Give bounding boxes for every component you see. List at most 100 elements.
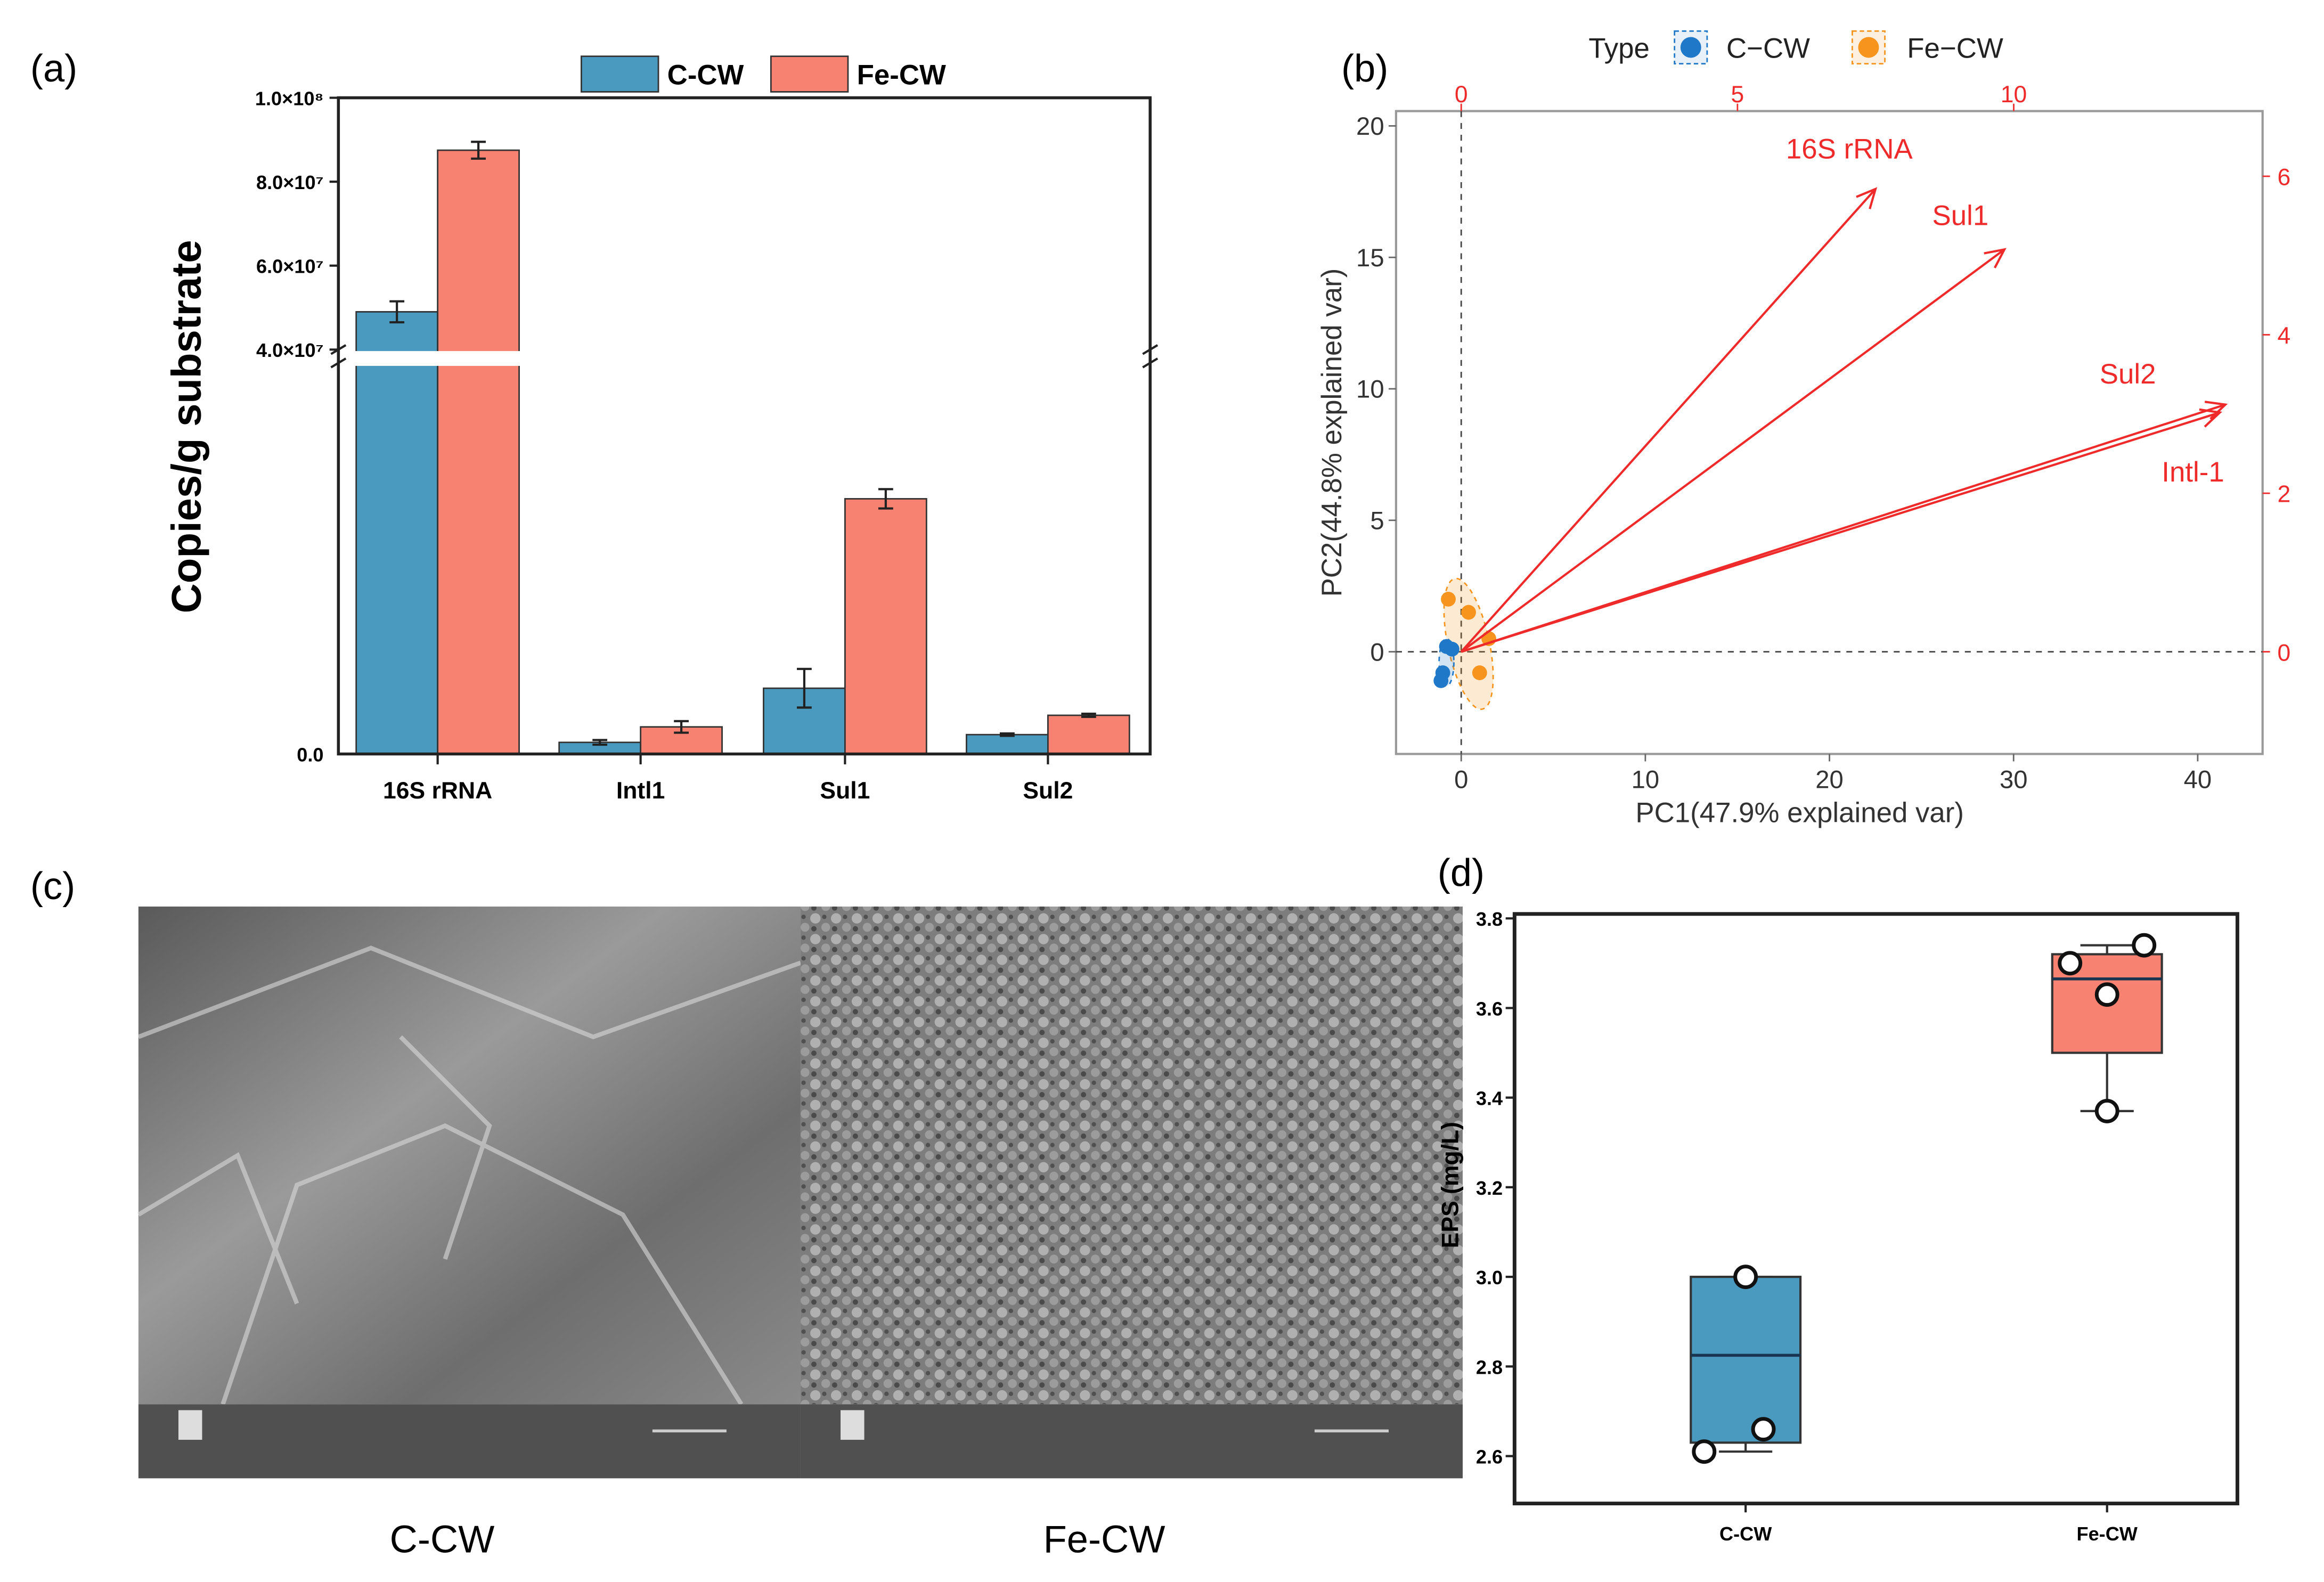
error-bar: [1081, 712, 1096, 718]
sem-logo-icon: [178, 1410, 202, 1440]
box-c-cw: [1690, 1276, 1802, 1444]
bar-fe-cw: [1047, 714, 1130, 755]
plot-frame: [337, 96, 1152, 756]
y-tick-label: 3.2: [1476, 1177, 1503, 1199]
x-tick-label: Sul2: [1023, 778, 1073, 804]
error-bar: [592, 739, 608, 746]
sem-info-bar-fe-cw: [800, 1404, 1463, 1479]
y-tick-label: 4.0×10⁷: [256, 339, 323, 361]
y-axis-label: PC2(44.8% explained var): [1316, 268, 1348, 597]
panel-label-c: (c): [30, 865, 75, 908]
x-tick-label: C-CW: [1719, 1523, 1772, 1545]
plot-frame: [1395, 110, 2264, 755]
error-bar: [674, 720, 689, 734]
y-axis-label: EPS (mg/L): [1438, 1122, 1464, 1248]
axis-break-gap: [335, 351, 1153, 366]
y-tick-label: 2.6: [1476, 1446, 1503, 1468]
point-c-cw: [1445, 641, 1459, 657]
legend-label: Fe-CW: [857, 60, 946, 91]
right-tick-label: 0: [2278, 640, 2291, 666]
y-tick-label: 15: [1356, 244, 1384, 272]
bar-c-cw: [355, 311, 439, 755]
panel-label-b: (b): [1341, 47, 1388, 90]
error-bar: [471, 141, 486, 160]
y-tick-label: 0: [1370, 638, 1384, 666]
axis-break-mark: [330, 344, 1159, 369]
sem-label-fe-cw: Fe-CW: [1043, 1518, 1165, 1561]
x-tick-label: 20: [1815, 765, 1844, 794]
data-point: [2094, 982, 2119, 1007]
sem-image-fe-cw: [800, 906, 1463, 1405]
sem-info-bar-c-cw: [138, 1404, 801, 1479]
x-tick-label: Sul1: [820, 778, 870, 804]
x-tick-label: 16S rRNA: [383, 778, 492, 804]
bar-fe-cw: [844, 498, 927, 755]
legend-swatch: [770, 55, 849, 93]
error-bar: [878, 488, 893, 510]
legend-label: Fe−CW: [1907, 32, 2003, 64]
point-fe-cw: [1472, 665, 1487, 680]
panel-label-d: (d): [1438, 852, 1485, 894]
box-plot-panel: 2.6 2.8 3.0 3.2 3.4 3.6 3.8 C-CW Fe-CW EPS (mg/L): [1438, 908, 2239, 1545]
legend-dot-c-cw: [1680, 37, 1701, 58]
data-point: [2132, 933, 2157, 958]
y-tick-label: 1.0×10⁸: [255, 87, 324, 109]
x-tick-label: Fe-CW: [2077, 1523, 2138, 1545]
y-tick-label: 2.8: [1476, 1356, 1503, 1378]
top-tick-label: 10: [2001, 81, 2027, 108]
x-tick-label: 0: [1454, 765, 1468, 794]
error-bar: [999, 732, 1015, 737]
x-tick-label: 10: [1632, 765, 1660, 794]
point-c-cw: [1433, 673, 1449, 688]
data-point: [2058, 951, 2083, 976]
loading-arrow: [1461, 408, 2222, 653]
top-tick-label: 5: [1731, 81, 1744, 108]
bar-fe-cw: [437, 149, 520, 755]
x-tick-label: 30: [2000, 765, 2028, 794]
y-tick-label: 3.6: [1476, 998, 1503, 1020]
top-tick-label: 0: [1455, 81, 1468, 108]
legend-label: C−CW: [1726, 32, 1810, 64]
data-point: [1751, 1417, 1776, 1442]
y-tick-label: 3.8: [1476, 908, 1503, 930]
y-axis-label: Copies/g substrate: [164, 240, 210, 613]
point-fe-cw: [1461, 605, 1476, 620]
arrow-label: Intl-1: [2162, 456, 2224, 488]
legend-label: C-CW: [667, 60, 744, 91]
y-tick-label: 3.0: [1476, 1267, 1503, 1289]
arrow-label: Sul2: [2100, 358, 2156, 390]
y-tick-label: 3.4: [1476, 1088, 1503, 1110]
bar-chart-panel: 4.0×10⁷ 6.0×10⁷ 8.0×10⁷ 1.0×10⁸ 0.0 16S rRNA I…: [164, 55, 1159, 804]
error-bar: [389, 300, 405, 324]
data-point: [1733, 1265, 1758, 1290]
x-axis-label: PC1(47.9% explained var): [1635, 797, 1964, 828]
loading-arrow: [1460, 187, 1878, 653]
legend-title: Type: [1588, 32, 1650, 64]
y-tick-label: 8.0×10⁷: [256, 172, 323, 193]
y-tick-label: 0.0: [297, 744, 323, 765]
legend-dot-fe-cw: [1858, 37, 1879, 58]
data-point: [2094, 1098, 2119, 1123]
sem-images-panel: C-CW Fe-CW: [137, 906, 1463, 1561]
right-tick-label: 6: [2278, 165, 2291, 191]
right-tick-label: 2: [2278, 482, 2291, 508]
arrow-label: 16S rRNA: [1786, 134, 1913, 165]
x-tick-label: Intl1: [616, 778, 665, 804]
right-tick-label: 4: [2278, 323, 2291, 349]
data-point: [1692, 1439, 1717, 1464]
point-fe-cw: [1441, 591, 1456, 607]
sem-logo-icon: [841, 1410, 865, 1440]
legend-swatch: [580, 55, 659, 93]
y-tick-label: 5: [1370, 507, 1384, 535]
loading-arrow: [1461, 248, 2007, 653]
y-tick-label: 20: [1356, 112, 1384, 141]
plot-frame: [1512, 912, 2239, 1506]
error-bar: [797, 667, 812, 709]
y-tick-label: 6.0×10⁷: [256, 256, 323, 278]
x-tick-label: 40: [2184, 765, 2212, 794]
arrow-label: Sul1: [1932, 200, 1989, 232]
sem-label-c-cw: C-CW: [390, 1518, 495, 1561]
panel-label-a: (a): [30, 47, 77, 90]
